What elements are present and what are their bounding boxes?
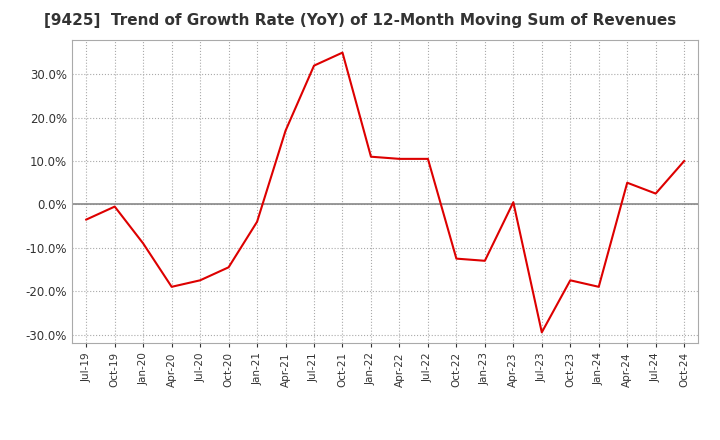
Text: [9425]  Trend of Growth Rate (YoY) of 12-Month Moving Sum of Revenues: [9425] Trend of Growth Rate (YoY) of 12-… [44, 13, 676, 28]
